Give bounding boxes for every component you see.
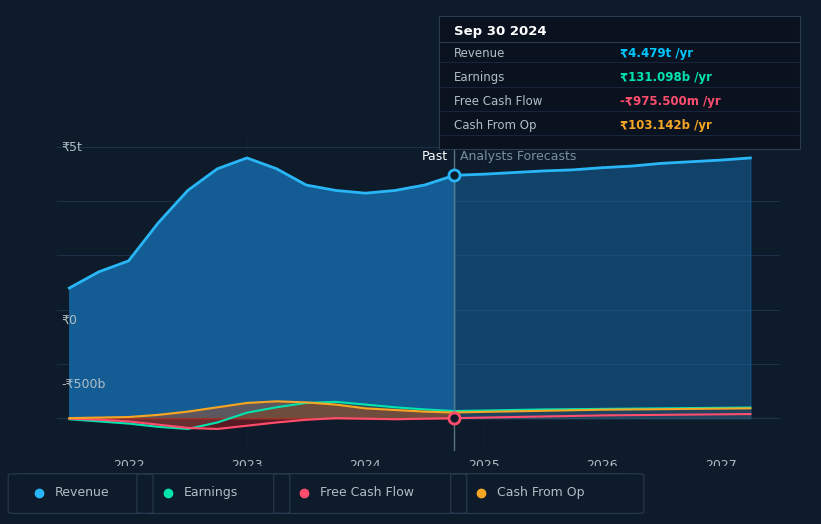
- Text: Sep 30 2024: Sep 30 2024: [454, 25, 546, 38]
- Text: ₹103.142b /yr: ₹103.142b /yr: [620, 119, 712, 132]
- Text: ₹4.479t /yr: ₹4.479t /yr: [620, 47, 693, 60]
- Text: Past: Past: [422, 150, 448, 163]
- Text: Free Cash Flow: Free Cash Flow: [320, 486, 415, 499]
- Text: ₹5t: ₹5t: [61, 141, 82, 154]
- Text: Cash From Op: Cash From Op: [454, 119, 536, 132]
- Text: Revenue: Revenue: [454, 47, 505, 60]
- Text: Analysts Forecasts: Analysts Forecasts: [460, 150, 576, 163]
- Text: Earnings: Earnings: [454, 71, 505, 84]
- Text: Cash From Op: Cash From Op: [498, 486, 585, 499]
- Text: Earnings: Earnings: [184, 486, 238, 499]
- Text: Free Cash Flow: Free Cash Flow: [454, 95, 542, 108]
- Text: ₹0: ₹0: [61, 314, 77, 326]
- Text: -₹975.500m /yr: -₹975.500m /yr: [620, 95, 721, 108]
- Text: ₹131.098b /yr: ₹131.098b /yr: [620, 71, 712, 84]
- Text: -₹500b: -₹500b: [61, 378, 105, 391]
- Text: Revenue: Revenue: [55, 486, 109, 499]
